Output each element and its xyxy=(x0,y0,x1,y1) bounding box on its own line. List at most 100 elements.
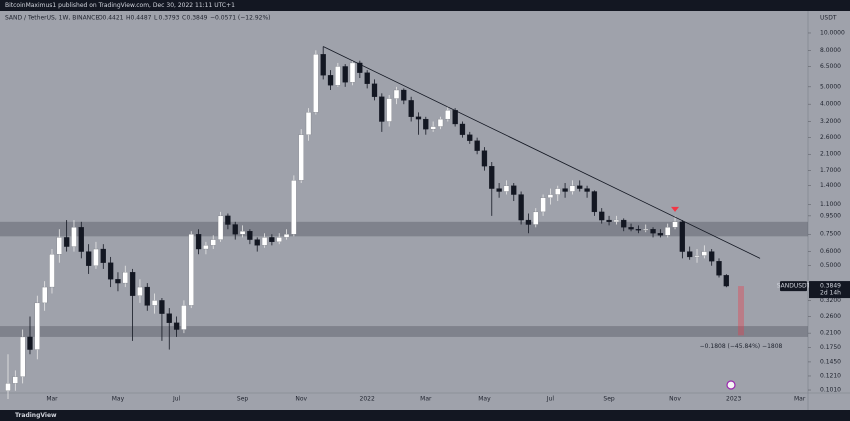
y-tick-label: 2.1000 xyxy=(820,151,841,158)
measure xyxy=(738,286,744,336)
candle-body xyxy=(122,272,128,284)
candle-body xyxy=(503,185,510,192)
ohlc-letter: H xyxy=(126,15,131,22)
y-tick-label: 8.0000 xyxy=(820,47,841,54)
candle-body xyxy=(166,313,172,323)
candle-body xyxy=(511,185,517,195)
bottom-bar xyxy=(0,410,850,421)
ohlc-value: 0.3793 xyxy=(159,15,180,22)
y-tick-label: 0.1750 xyxy=(820,344,841,351)
candle-body xyxy=(437,118,444,127)
candle-body xyxy=(342,66,348,83)
candle-body xyxy=(723,275,729,287)
candle-body xyxy=(533,211,539,225)
candle-body xyxy=(467,134,473,141)
candle-body xyxy=(540,197,546,213)
ohlc-letter: L xyxy=(154,15,158,22)
event-icon[interactable] xyxy=(726,380,736,390)
candle-body xyxy=(34,302,40,350)
ohlc-value: 0.3849 xyxy=(187,15,208,22)
x-tick-label: Sep xyxy=(237,396,249,403)
currency: USDT xyxy=(820,15,837,22)
candle-body xyxy=(298,134,304,181)
candle-body xyxy=(254,239,260,246)
candle-body xyxy=(474,140,480,151)
ticker: SANDUSDT xyxy=(777,283,811,290)
y-tick-label: 0.1450 xyxy=(820,358,841,365)
x-tick-label: Sep xyxy=(603,396,615,403)
candle-body xyxy=(371,83,378,97)
y-tick-label: 0.1010 xyxy=(820,387,841,394)
x-tick-label: Mar xyxy=(794,396,806,403)
candle-body xyxy=(320,54,326,76)
candle-body xyxy=(232,224,238,235)
candle-body xyxy=(151,300,158,306)
candle-body xyxy=(203,245,209,250)
candle-body xyxy=(430,126,436,130)
candle-body xyxy=(210,239,216,246)
candle-body xyxy=(335,66,341,86)
candle-body xyxy=(599,211,605,221)
candle-body xyxy=(650,229,656,234)
candle-body xyxy=(107,262,114,280)
candle-body xyxy=(291,180,297,235)
candle-body xyxy=(577,185,583,189)
candle-body xyxy=(694,255,700,258)
candle-body xyxy=(709,251,715,262)
countdown: 2d 14h xyxy=(820,290,841,297)
candle-body xyxy=(518,194,524,221)
candle-body xyxy=(100,248,106,263)
zone xyxy=(0,326,808,337)
candle-body xyxy=(584,188,590,192)
candle-body xyxy=(78,227,84,252)
candle-body xyxy=(188,234,194,306)
ohlc-value: 0.4487 xyxy=(131,15,152,22)
candle-body xyxy=(393,89,400,99)
y-tick-label: 4.0000 xyxy=(820,101,841,108)
candle-body xyxy=(657,233,664,236)
y-tick-label: 1.7000 xyxy=(820,167,841,174)
candle-body xyxy=(56,237,62,255)
candle-body xyxy=(386,98,392,122)
candle-body xyxy=(137,286,143,296)
candle-body xyxy=(195,234,202,250)
last-price: 0.3849 xyxy=(820,283,841,290)
y-tick-label: 2.6000 xyxy=(820,134,841,141)
candle-body xyxy=(547,194,554,198)
ohlc-letter: C xyxy=(182,15,186,22)
candle-body xyxy=(305,112,312,135)
x-tick-label: May xyxy=(478,396,491,403)
candle-body xyxy=(459,123,466,135)
candle-body xyxy=(569,185,576,192)
y-tick-label: 0.9500 xyxy=(820,212,841,219)
candle-body xyxy=(239,231,246,235)
y-tick-label: 5.0000 xyxy=(820,83,841,90)
candle-body xyxy=(217,215,224,240)
candle-body xyxy=(349,62,356,83)
candle-body xyxy=(415,116,422,120)
candle-body xyxy=(525,219,532,225)
change: −0.0571 (−12.92%) xyxy=(210,15,271,22)
y-tick-label: 0.2100 xyxy=(820,330,841,337)
candle-body xyxy=(401,89,407,101)
candle-body xyxy=(687,251,693,258)
candle-body xyxy=(445,110,451,120)
x-tick-label: Mar xyxy=(420,396,432,403)
candle-body xyxy=(5,383,11,391)
candle-body xyxy=(71,227,77,247)
candle-body xyxy=(225,215,231,225)
y-tick-label: 10.0000 xyxy=(820,29,845,36)
candle-body xyxy=(606,219,612,222)
candle-body xyxy=(489,166,495,189)
candle-body xyxy=(181,305,187,330)
y-tick-label: 1.1000 xyxy=(820,201,841,208)
candle-body xyxy=(313,54,319,113)
candle-body xyxy=(115,279,121,284)
top-bar xyxy=(0,0,850,11)
price-tag xyxy=(809,281,850,299)
y-tick-label: 0.7500 xyxy=(820,231,841,238)
candle-body xyxy=(159,300,165,314)
candle-body xyxy=(63,237,70,247)
candle-body xyxy=(679,221,686,252)
